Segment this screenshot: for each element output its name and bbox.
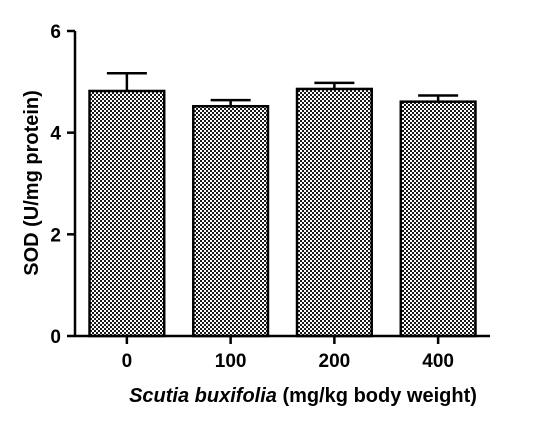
x-axis-label-species: Scutia buxifolia: [129, 385, 277, 407]
y-tick-label: 2: [50, 225, 61, 246]
bar: [88, 89, 166, 338]
y-tick-label: 6: [50, 22, 61, 43]
x-ticks-group: 0 100 200 400: [122, 336, 454, 372]
x-tick-label: 200: [319, 351, 351, 372]
x-axis-label: Scutia buxifolia (mg/kg body weight): [129, 385, 477, 407]
bar: [192, 104, 270, 338]
x-axis-label-units: (mg/kg body weight): [277, 385, 477, 407]
bar: [295, 87, 373, 338]
x-tick-label: 100: [215, 351, 247, 372]
x-tick-label: 400: [422, 351, 454, 372]
y-tick-label: 4: [50, 124, 61, 145]
y-axis-label: SOD (U/mg protein): [21, 90, 43, 276]
error-bars-group: [106, 71, 459, 107]
y-tick-label: 0: [50, 327, 61, 348]
bars-group: [88, 87, 477, 338]
y-ticks-group: 0 2 4 6: [50, 22, 75, 348]
x-tick-label: 0: [122, 351, 133, 372]
bar: [399, 100, 477, 338]
